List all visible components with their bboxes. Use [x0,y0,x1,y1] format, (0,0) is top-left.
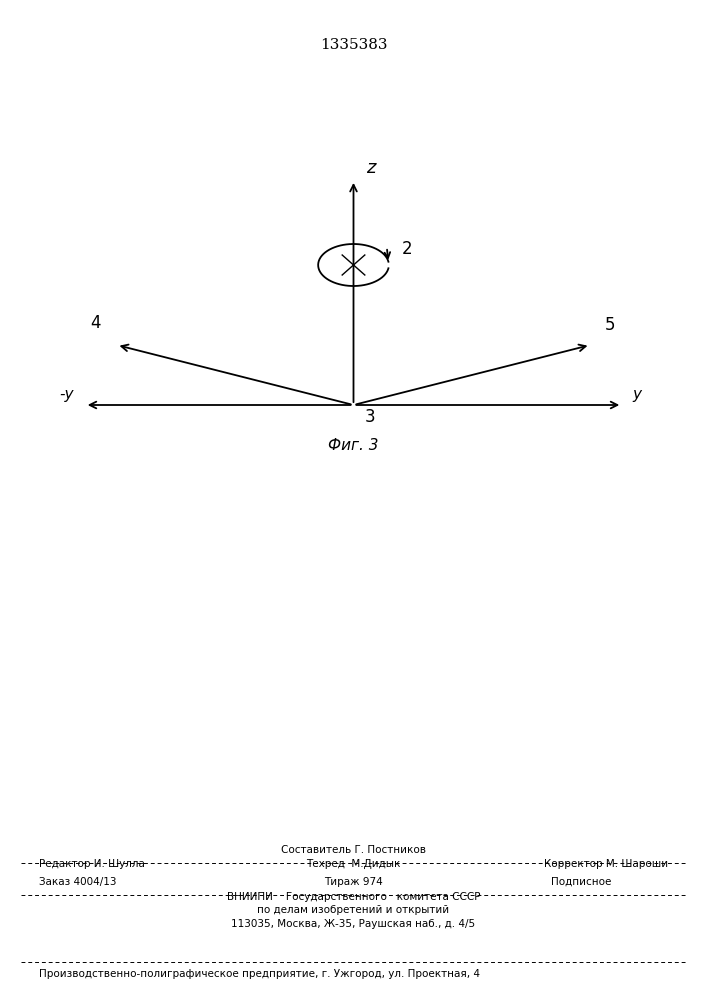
Text: 5: 5 [605,316,615,334]
Text: Техред  М.Дидык: Техред М.Дидык [306,859,401,869]
Text: -y: -y [59,387,74,402]
Text: Фиг. 3: Фиг. 3 [328,438,379,452]
Text: 113035, Москва, Ж-35, Раушская наб., д. 4/5: 113035, Москва, Ж-35, Раушская наб., д. … [231,919,476,929]
Text: Подписное: Подписное [551,877,612,887]
Text: ВНИИПИ    Государственного   комитета СССР: ВНИИПИ Государственного комитета СССР [227,892,480,902]
Text: по делам изобретений и открытий: по делам изобретений и открытий [257,905,450,915]
Text: Заказ 4004/13: Заказ 4004/13 [39,877,117,887]
Text: Производственно-полиграфическое предприятие, г. Ужгород, ул. Проектная, 4: Производственно-полиграфическое предприя… [39,969,480,979]
Text: 4: 4 [90,314,100,332]
Text: z: z [366,159,375,177]
Text: 3: 3 [365,408,375,426]
Text: y: y [633,387,642,402]
Text: Корректор М. Шароши: Корректор М. Шароши [544,859,668,869]
Text: Тираж 974: Тираж 974 [324,877,383,887]
Text: Редактор И. Шулла: Редактор И. Шулла [39,859,145,869]
Text: 2: 2 [402,240,412,258]
Text: Составитель Г. Постников: Составитель Г. Постников [281,845,426,855]
Text: 1335383: 1335383 [320,38,387,52]
